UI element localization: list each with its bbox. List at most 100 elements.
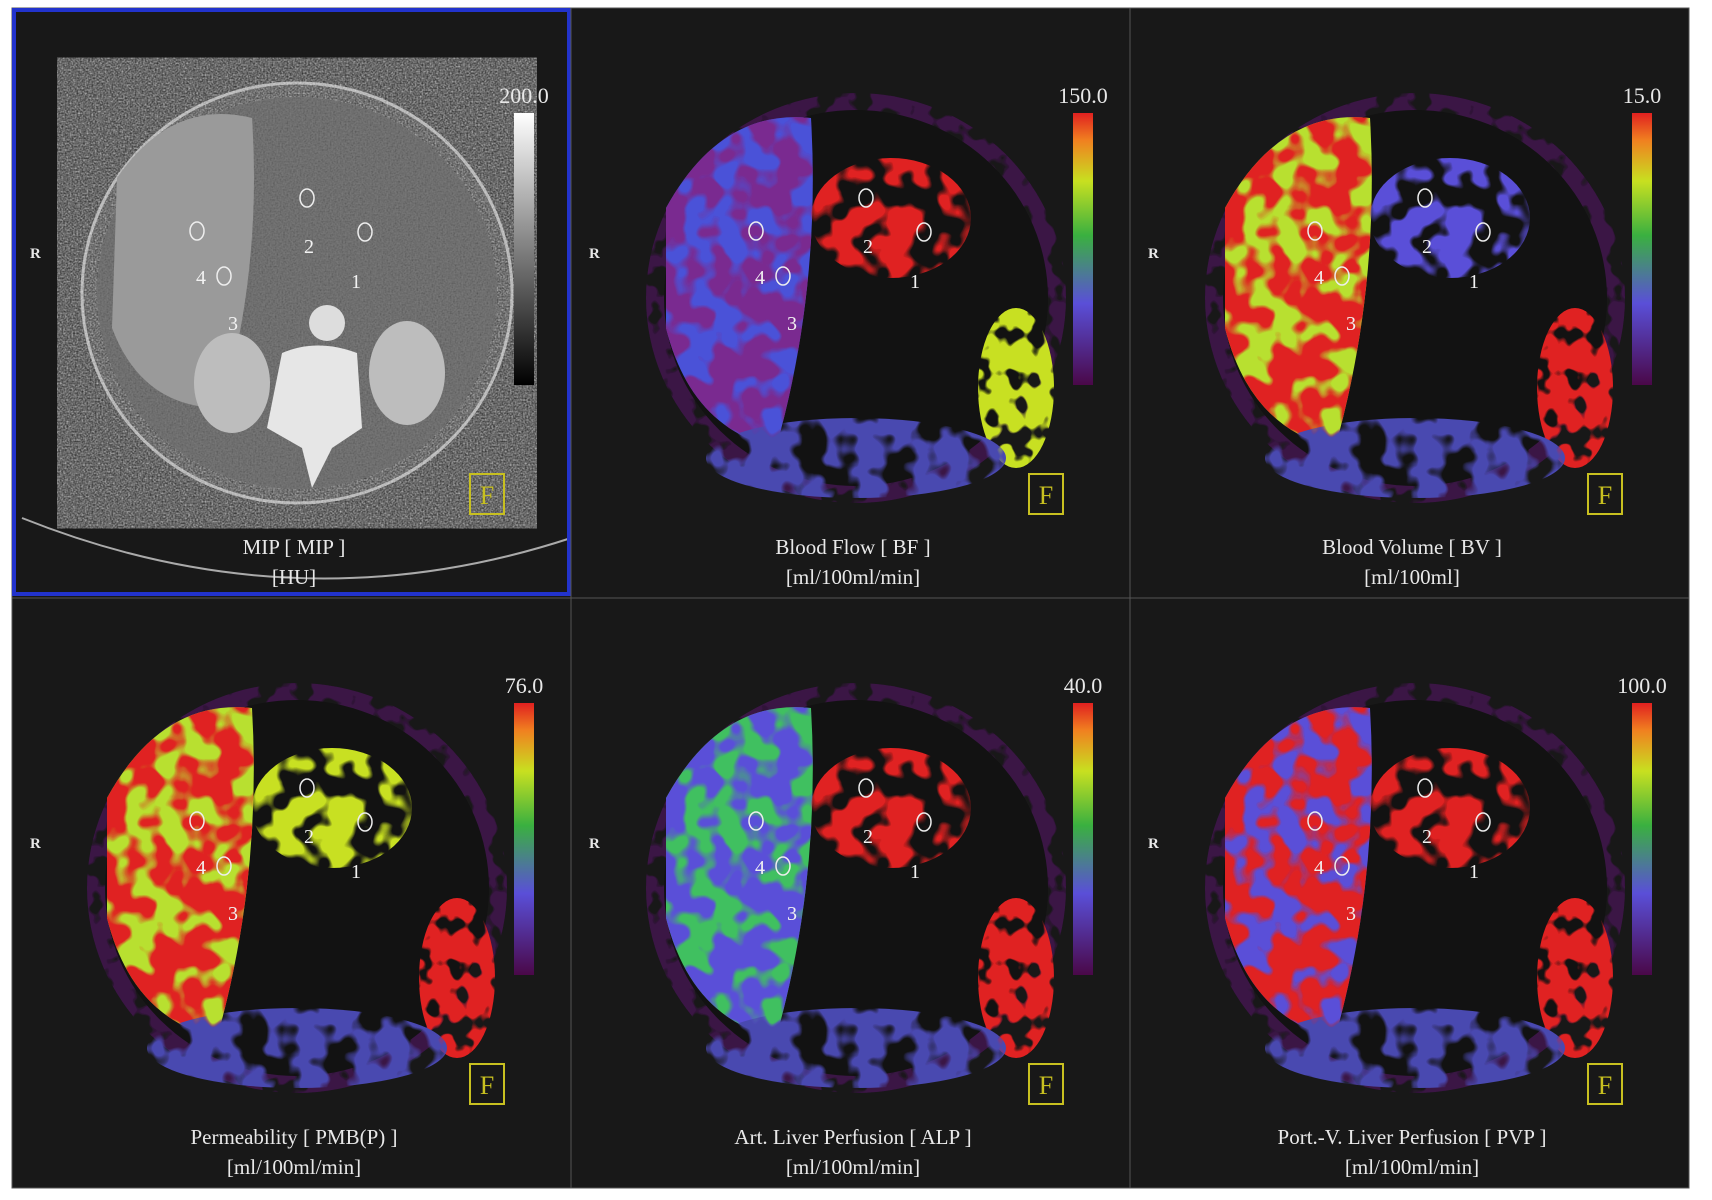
spleen-map [1537, 898, 1613, 1058]
scale-max-label: 15.0 [1623, 83, 1662, 108]
roi-outline [1417, 778, 1433, 798]
roi-label: 2 [1422, 826, 1432, 848]
roi-label: 3 [1346, 313, 1356, 335]
roi-outline [748, 811, 764, 831]
panel-unit: [ml/100ml/min] [786, 1155, 920, 1179]
color-scale [514, 113, 534, 385]
scale-max-label: 40.0 [1064, 673, 1103, 698]
orientation-label: R [1148, 246, 1159, 262]
scale-max-label: 100.0 [1617, 673, 1667, 698]
kidney [369, 321, 445, 425]
organ-map [1370, 158, 1530, 278]
liver-spots [666, 117, 813, 448]
image-panel: 15.0 R F 1 2 3 4 Blood Volume [ BV ] [ml/100ml] [1129, 7, 1690, 599]
kidney [194, 333, 270, 433]
frame-marker-box [1587, 1063, 1623, 1105]
liver-spots [1225, 117, 1372, 448]
roi-label: 4 [196, 857, 206, 879]
roi-outline [1334, 266, 1350, 286]
frame-marker-box [1028, 1063, 1064, 1105]
frame-marker-box [469, 1063, 505, 1105]
scale-max-label: 150.0 [1058, 83, 1108, 108]
liver [112, 114, 254, 408]
roi-label: 3 [1346, 903, 1356, 925]
roi-label: 1 [910, 271, 920, 293]
roi-outline [775, 266, 791, 286]
frame-marker: F [1039, 1071, 1053, 1100]
spleen-map [419, 898, 495, 1058]
panel-unit: [ml/100ml/min] [227, 1155, 361, 1179]
roi-outline [299, 188, 315, 208]
roi-label: 2 [304, 236, 314, 258]
frame-marker: F [1039, 481, 1053, 510]
frame-marker: F [480, 1071, 494, 1100]
roi-label: 2 [1422, 236, 1432, 258]
orientation-label: R [30, 246, 41, 262]
roi-outline [357, 222, 373, 242]
panel-unit: [ml/100ml] [1364, 565, 1460, 589]
spine [267, 345, 362, 488]
liver-spots [1225, 707, 1372, 1038]
roi-outline [916, 222, 932, 242]
roi-label: 2 [304, 826, 314, 848]
orientation-label: R [1148, 836, 1159, 852]
roi-outline [775, 856, 791, 876]
roi-label: 4 [196, 267, 206, 289]
organ-map [811, 748, 971, 868]
roi-label: 1 [1469, 271, 1479, 293]
liver-spots [107, 707, 254, 1038]
spleen-map [978, 308, 1054, 468]
roi-outline [216, 266, 232, 286]
back-muscle [1265, 418, 1565, 498]
roi-outline [1417, 188, 1433, 208]
frame-marker: F [1598, 481, 1612, 510]
color-scale [1632, 113, 1652, 385]
back-muscle [147, 1008, 447, 1088]
frame-marker-box [469, 473, 505, 515]
roi-outline [216, 856, 232, 876]
roi-label: 3 [787, 313, 797, 335]
roi-label: 1 [1469, 861, 1479, 883]
image-panel: 40.0 R F 1 2 3 4 Art. Liver Perfusion [ ALP ] [m… [570, 597, 1131, 1189]
orientation-label: R [589, 836, 600, 852]
image-panel: 76.0 R F 1 2 3 4 Permeability [ PMB(P) ] [ml/100… [11, 597, 572, 1189]
scale-max-label: 76.0 [505, 673, 544, 698]
roi-label: 2 [863, 236, 873, 258]
panel-unit: [HU] [272, 565, 316, 589]
roi-outline [858, 188, 874, 208]
panel-title: MIP [ MIP ] [243, 535, 346, 559]
roi-label: 4 [755, 267, 765, 289]
panel-title: Port.-V. Liver Perfusion [ PVP ] [1278, 1125, 1547, 1149]
color-scale [1632, 703, 1652, 975]
roi-label: 3 [228, 313, 238, 335]
roi-outline [1475, 222, 1491, 242]
panel-title: Permeability [ PMB(P) ] [190, 1125, 397, 1149]
roi-label: 1 [910, 861, 920, 883]
back-muscle [706, 1008, 1006, 1088]
color-scale [1073, 703, 1093, 975]
organ-map [1370, 748, 1530, 868]
roi-outline [858, 778, 874, 798]
frame-marker: F [480, 481, 494, 510]
orientation-label: R [30, 836, 41, 852]
roi-label: 4 [755, 857, 765, 879]
table-arc [21, 517, 572, 580]
panel-unit: [ml/100ml/min] [1345, 1155, 1479, 1179]
orientation-label: R [589, 246, 600, 262]
roi-outline [1475, 812, 1491, 832]
panel-title: Blood Flow [ BF ] [775, 535, 930, 559]
image-panel: 100.0 R F 1 2 3 4 Port.-V. Liver Perfusion [ PV… [1129, 597, 1690, 1189]
spleen-map [978, 898, 1054, 1058]
frame-marker-box [1587, 473, 1623, 515]
image-panel: 150.0 R F 1 2 3 4 Blood Flow [ BF ] [ml/100ml/mi… [570, 7, 1131, 599]
roi-outline [916, 812, 932, 832]
color-scale [514, 703, 534, 975]
panel-title: Blood Volume [ BV ] [1322, 535, 1502, 559]
image-panel: 200.0 R F 1 2 3 4 MIP [ MIP ] [HU] [11, 7, 572, 599]
spleen-map [1537, 308, 1613, 468]
color-scale [1073, 113, 1093, 385]
roi-outline [748, 221, 764, 241]
roi-outline [1334, 856, 1350, 876]
